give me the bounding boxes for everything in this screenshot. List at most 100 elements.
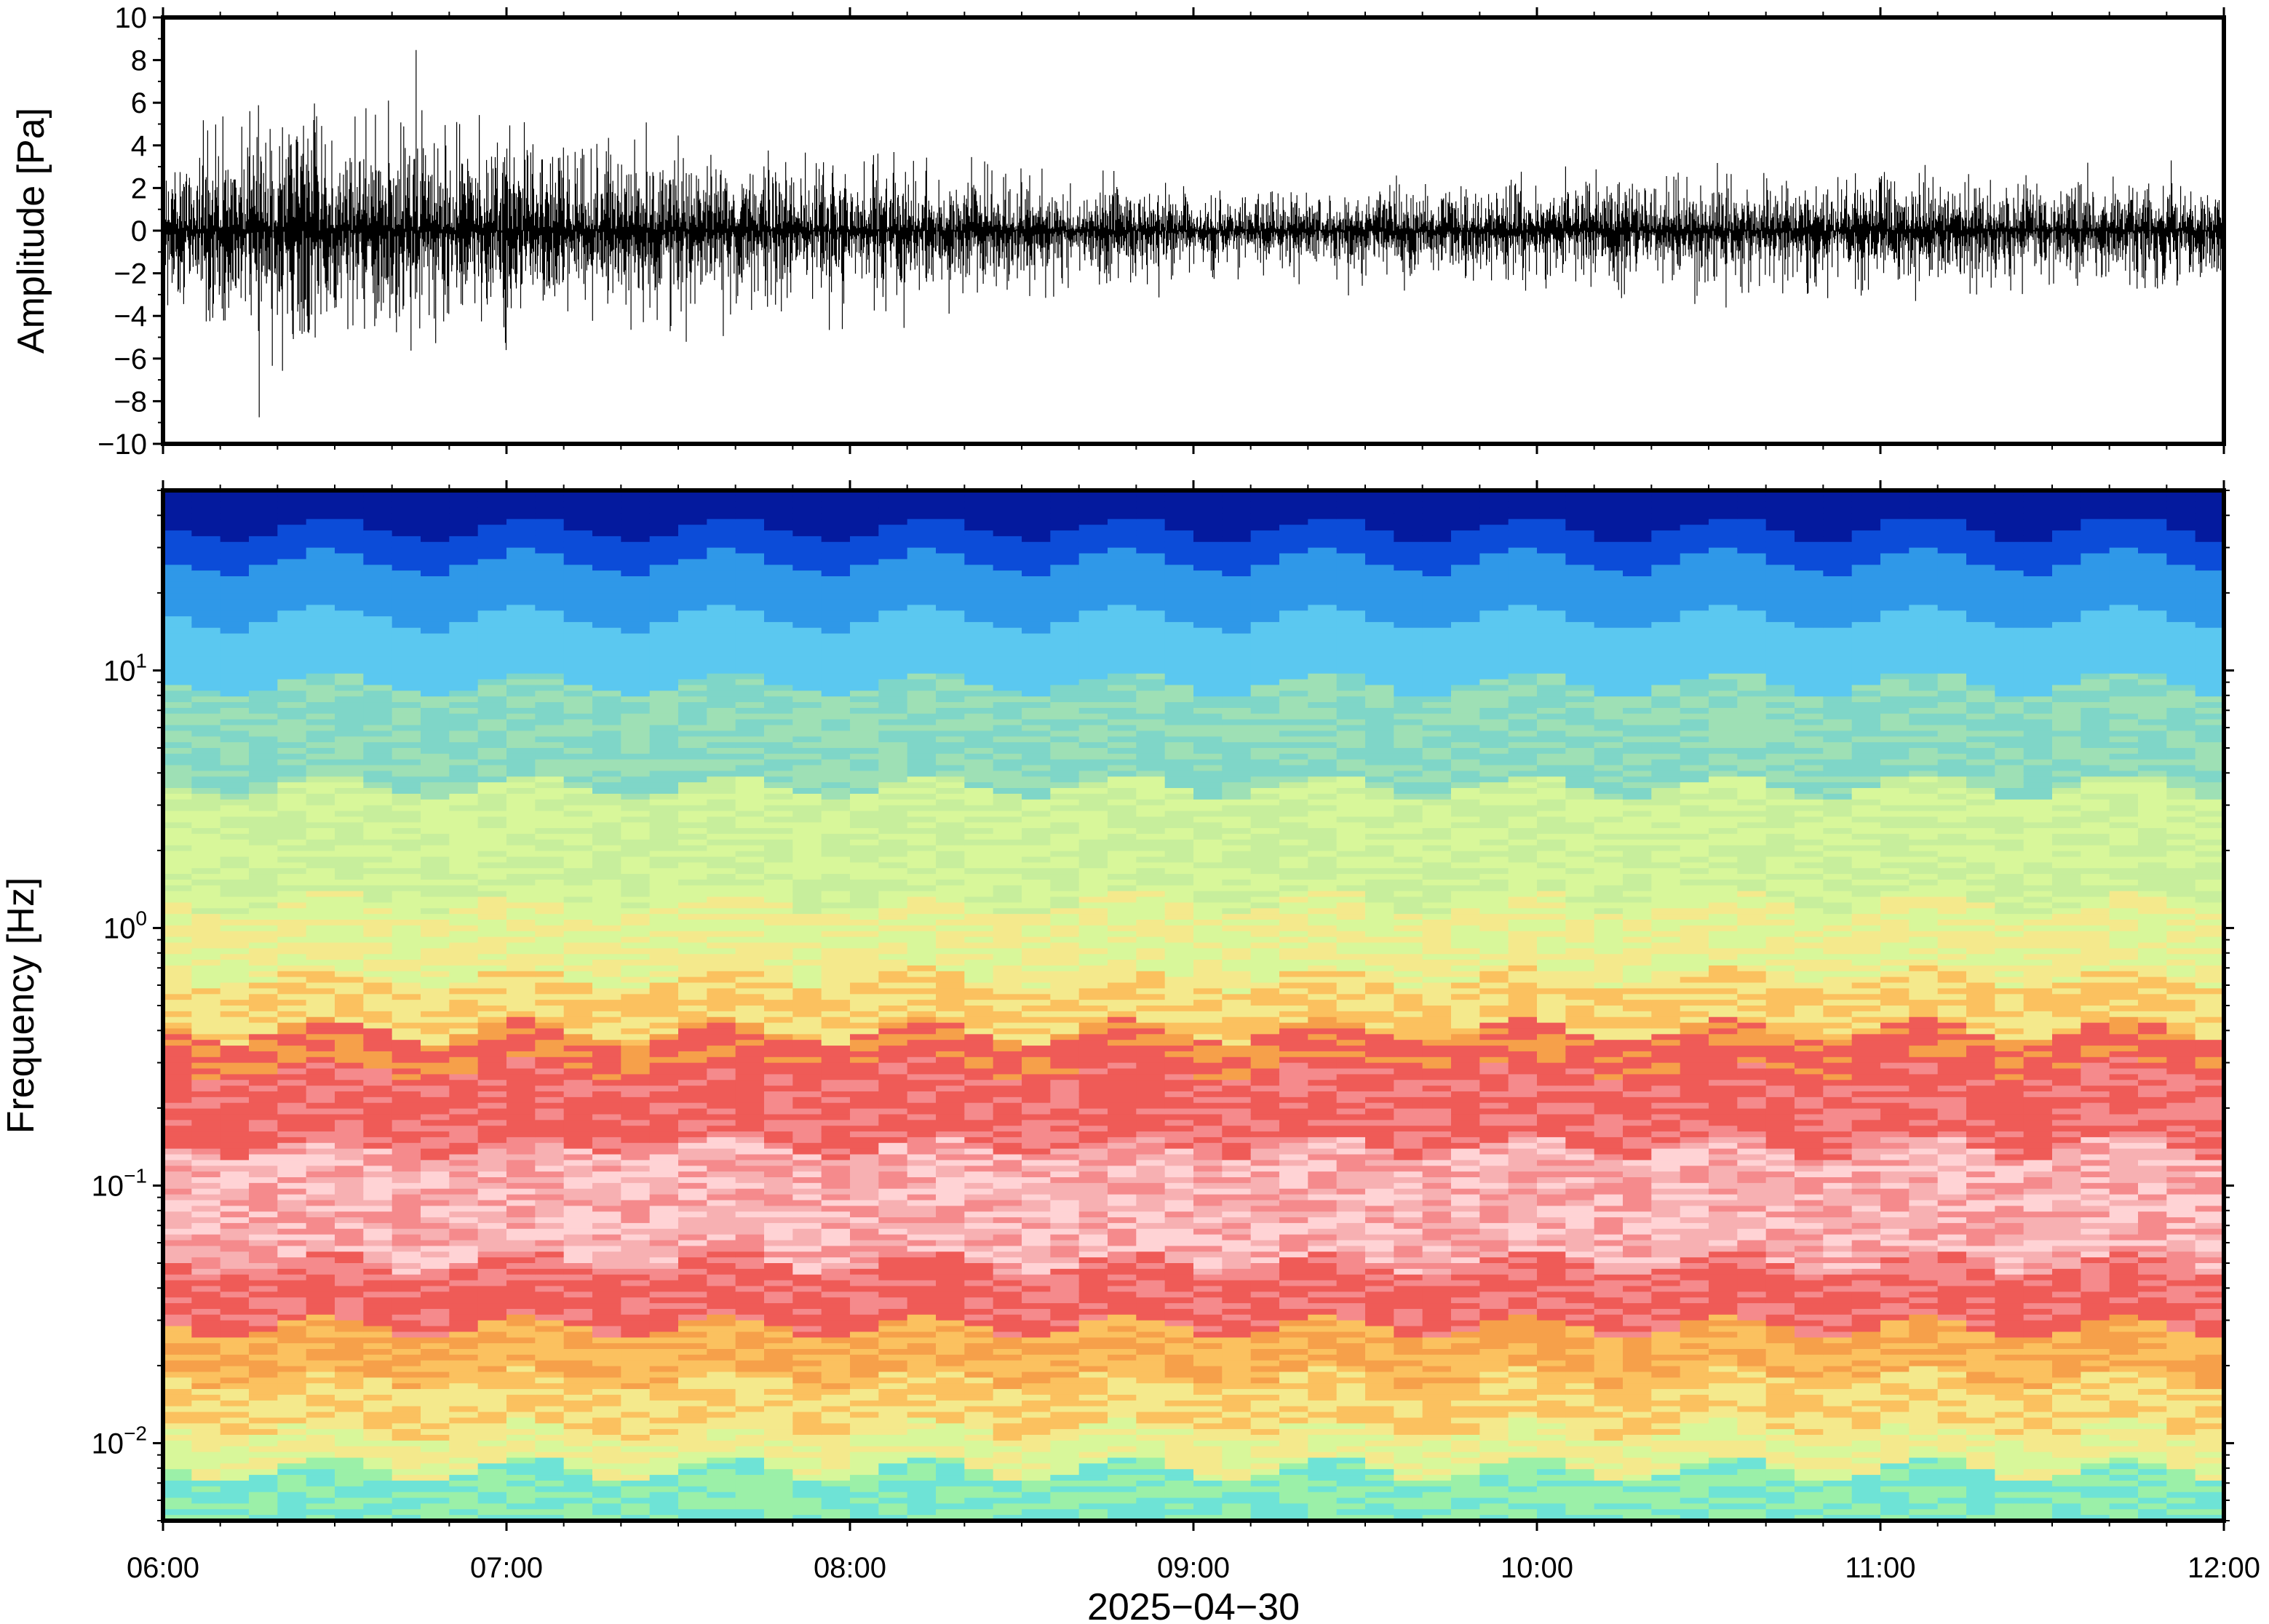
spectrogram-cell — [678, 1366, 707, 1373]
spectrogram-cell — [477, 1480, 507, 1487]
spectrogram-cell — [678, 1096, 707, 1104]
spectrogram-cell — [335, 621, 364, 629]
spectrogram-cell — [764, 707, 793, 715]
spectrogram-cell — [649, 902, 679, 909]
spectrogram-cell — [477, 1086, 507, 1092]
spectrogram-cell — [277, 1286, 307, 1292]
spectrogram-cell — [163, 988, 192, 995]
spectrogram-cell — [678, 1297, 707, 1304]
spectrogram-cell — [563, 1102, 593, 1110]
spectrogram-cell — [306, 1343, 335, 1350]
spectrogram-cell — [764, 525, 793, 531]
spectrogram-cell — [477, 920, 507, 926]
spectrogram-cell — [907, 845, 937, 852]
spectrogram-cell — [563, 1246, 593, 1252]
spectrogram-cell — [563, 690, 593, 697]
spectrogram-cell — [592, 621, 621, 629]
spectrogram-cell — [563, 1011, 593, 1018]
spectrogram-cell — [735, 1166, 765, 1172]
spectrogram-cell — [563, 1240, 593, 1246]
spectrogram-cell — [621, 793, 651, 800]
spectrogram-cell — [249, 874, 278, 880]
spectrogram-cell — [621, 1326, 651, 1332]
spectrogram-cell — [764, 971, 793, 978]
spectrogram-cell — [392, 1086, 421, 1092]
spectrogram-cell — [678, 1446, 707, 1453]
spectrogram-cell — [449, 553, 479, 560]
spectrogram-cell — [249, 765, 278, 772]
spectrogram-cell — [163, 645, 192, 651]
spectrogram-cell — [535, 896, 565, 903]
spectrogram-cell — [277, 1028, 307, 1035]
spectrogram-cell — [477, 1131, 507, 1138]
spectrogram-cell — [220, 1435, 250, 1441]
spectrogram-cell — [306, 731, 335, 737]
spectrogram-cell — [277, 822, 307, 829]
spectrogram-cell — [220, 1406, 250, 1413]
spectrogram-cell — [163, 1051, 192, 1058]
spectrogram-cell — [649, 1080, 679, 1086]
spectrogram-cell — [363, 519, 393, 525]
spectrogram-cell — [907, 650, 937, 657]
spectrogram-cell — [907, 1286, 937, 1292]
spectrogram-cell — [449, 1240, 479, 1246]
spectrogram-cell — [306, 1423, 335, 1430]
spectrogram-cell — [563, 1006, 593, 1012]
spectrogram-cell — [649, 1234, 679, 1241]
spectrogram-cell — [421, 1263, 450, 1270]
spectrogram-cell — [878, 1022, 908, 1030]
spectrogram-cell — [649, 690, 679, 697]
spectrogram-cell — [878, 942, 908, 949]
spectrogram-cell — [392, 971, 421, 978]
spectrogram-cell — [649, 501, 679, 509]
spectrogram-cell — [821, 1515, 851, 1521]
spectrogram-cell — [306, 765, 335, 772]
spectrogram-cell — [563, 1308, 593, 1315]
spectrogram-cell — [535, 1515, 565, 1521]
spectrogram-cell — [506, 656, 536, 663]
spectrogram-cell — [678, 565, 707, 571]
spectrogram-cell — [421, 1332, 450, 1338]
spectrogram-cell — [191, 1120, 221, 1126]
spectrogram-cell — [449, 627, 479, 634]
spectrogram-cell — [592, 874, 621, 880]
spectrogram-cell — [191, 908, 221, 915]
spectrogram-cell — [878, 805, 908, 812]
spectrogram-cell — [649, 948, 679, 955]
spectrogram-cell — [363, 1423, 393, 1430]
spectrogram-cell — [477, 519, 507, 525]
spectrogram-cell — [878, 1086, 908, 1092]
spectrogram-cell — [191, 759, 221, 766]
spectrogram-cell — [592, 954, 621, 960]
spectrogram-cell — [907, 782, 937, 789]
spectrogram-cell — [707, 759, 736, 766]
spectrogram-cell — [563, 1028, 593, 1035]
spectrogram-cell — [191, 1022, 221, 1030]
spectrogram-cell — [850, 1423, 879, 1430]
spectrogram-cell — [249, 828, 278, 835]
spectrogram-cell — [563, 667, 593, 674]
spectrogram-cell — [821, 639, 851, 645]
spectrogram-cell — [249, 845, 278, 852]
spectrogram-cell — [735, 765, 765, 772]
spectrogram-cell — [792, 621, 822, 629]
spectrogram-cell — [907, 1240, 937, 1246]
spectrogram-cell — [535, 673, 565, 680]
spectrogram-cell — [821, 1102, 851, 1110]
spectrogram-cell — [563, 593, 593, 600]
spectrogram-cell — [220, 1222, 250, 1230]
spectrogram-cell — [421, 1486, 450, 1493]
spectrogram-cell — [220, 891, 250, 898]
spectrogram-cell — [477, 1429, 507, 1436]
spectrogram-cell — [392, 1360, 421, 1367]
spectrogram-cell — [191, 1303, 221, 1310]
spectrogram-cell — [907, 776, 937, 783]
spectrogram-cell — [249, 816, 278, 823]
spectrogram-cell — [649, 1377, 679, 1384]
spectrogram-cell — [678, 1503, 707, 1510]
spectrogram-cell — [277, 1228, 307, 1235]
spectrogram-cell — [878, 1349, 908, 1356]
spectrogram-cell — [878, 1051, 908, 1058]
spectrogram-cell — [535, 1383, 565, 1390]
spectrogram-cell — [392, 1222, 421, 1230]
